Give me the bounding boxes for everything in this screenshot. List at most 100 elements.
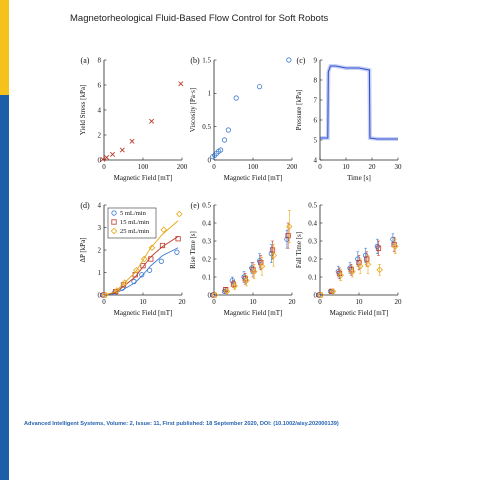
x-tick-label: 20 (289, 298, 297, 306)
x-tick-label: 0 (212, 163, 216, 171)
y-tick-label: 4 (98, 106, 102, 114)
data-point (140, 263, 146, 269)
data-point (258, 262, 266, 270)
data-point (231, 282, 238, 290)
y-axis-label: Viscosity [Pa·s] (189, 88, 197, 133)
series-1 (210, 57, 292, 160)
legend-label: 15 mL/min (120, 219, 150, 226)
series-1 (316, 233, 396, 298)
chart-a: 0 100 200 0 2 4 6 8 Magnetic Field [mT] Yield Str… (79, 56, 188, 182)
y-tick-label: 0.4 (202, 219, 211, 227)
data-point (110, 151, 116, 157)
series-3 (211, 210, 293, 299)
data-point (101, 292, 107, 298)
x-axis-label: Magnetic Field [mT] (330, 309, 389, 317)
data-point (121, 279, 128, 286)
x-axis-label: Magnetic Field [mT] (114, 309, 173, 317)
data-point (329, 288, 337, 295)
y-tick-label: 0.4 (308, 219, 317, 227)
series-1 (320, 64, 398, 141)
panel-label: (a) (81, 56, 90, 65)
data-point (329, 288, 335, 295)
y-tick-label: 0 (314, 291, 318, 299)
data-point (269, 247, 276, 253)
y-axis-label: Yield Stress [kPa] (79, 85, 87, 136)
y-tick-label: 0 (208, 156, 212, 164)
data-point (218, 147, 224, 153)
data-point (176, 210, 183, 218)
data-point (337, 271, 344, 279)
data-point (149, 118, 155, 124)
y-tick-label: 4 (98, 201, 102, 209)
y-tick-label: 0.3 (308, 237, 317, 245)
chart-d: 0 10 20 0 1 2 3 4 Magnetic Field [mT] ΔP [kPa] (d)… (79, 201, 186, 317)
data-point (159, 242, 166, 249)
legend-label: 5 mL/min (120, 210, 147, 217)
series-1 (210, 229, 290, 298)
series-2 (211, 222, 291, 298)
y-tick-label: 6 (98, 81, 102, 89)
x-tick-label: 100 (248, 163, 259, 171)
legend: 5 mL/min 15 mL/min 25 mL/min (107, 207, 157, 239)
data-point (364, 261, 372, 268)
x-axis-label: Time [s] (347, 174, 371, 182)
panel-label: (c) (297, 56, 306, 65)
data-point (270, 252, 277, 259)
fit-line (103, 247, 179, 296)
citation-line: Advanced Intelligent Systems, Volume: 2,… (24, 421, 339, 427)
data-point (285, 232, 291, 239)
panel-label: (b) (190, 56, 200, 65)
y-tick-label: 2 (98, 246, 102, 254)
series-1 (100, 247, 180, 298)
left-accent-stripe-yellow (0, 0, 9, 95)
y-tick-label: 0.5 (202, 201, 211, 209)
left-accent-stripe-blue (0, 0, 9, 480)
chart-c: 0 10 20 30 4 5 6 7 8 9 Time [s] Pressure [kPa] (c) (295, 56, 402, 182)
data-point (256, 84, 263, 90)
y-axis-label: ΔP [kPa] (79, 237, 87, 262)
y-tick-label: 0.3 (202, 237, 211, 245)
y-tick-label: 6 (314, 116, 318, 124)
y-tick-label: 9 (314, 56, 318, 64)
legend-marker (111, 219, 117, 225)
x-axis-label: Magnetic Field [mT] (224, 309, 283, 317)
y-axis-label: Rise Time [s] (189, 231, 197, 269)
y-tick-label: 4 (314, 156, 318, 164)
x-tick-label: 10 (343, 163, 351, 171)
data-point (174, 249, 180, 255)
y-tick-label: 8 (98, 56, 102, 64)
data-point (233, 95, 239, 101)
x-tick-label: 20 (179, 298, 187, 306)
data-point (250, 268, 258, 275)
data-point (160, 226, 167, 234)
data-point (148, 244, 156, 252)
data-point (129, 138, 135, 144)
x-tick-label: 0 (212, 298, 216, 306)
y-tick-label: 0 (98, 291, 102, 299)
legend-marker (110, 227, 118, 235)
y-tick-label: 1 (98, 269, 102, 277)
data-point (104, 154, 110, 161)
y-tick-label: 0.1 (202, 273, 211, 281)
data-point (225, 127, 231, 133)
data-point (356, 262, 364, 270)
x-tick-label: 0 (318, 298, 322, 306)
data-point (317, 292, 323, 298)
data-point (392, 243, 399, 250)
data-point (243, 277, 250, 284)
x-tick-label: 0 (102, 298, 106, 306)
y-tick-label: 0.5 (308, 201, 317, 209)
data-point (286, 223, 293, 230)
panel-label: (e) (191, 201, 200, 210)
panel-label: (d) (80, 201, 90, 210)
data-point (119, 147, 125, 153)
y-tick-label: 3 (98, 224, 102, 232)
legend-label: 25 mL/min (120, 228, 150, 235)
data-point (140, 255, 148, 263)
data-point (317, 291, 325, 299)
data-point (158, 258, 164, 264)
y-tick-label: 0 (98, 156, 102, 164)
data-point (178, 81, 184, 87)
data-point (147, 267, 153, 273)
data-point (221, 137, 228, 143)
